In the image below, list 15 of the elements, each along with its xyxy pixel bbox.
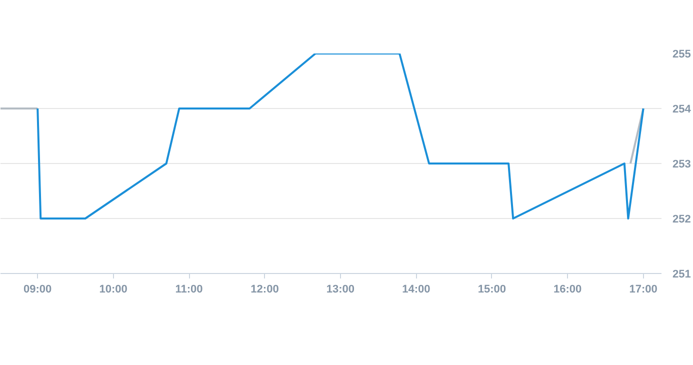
x-tick-label: 13:00 (326, 284, 355, 296)
x-tick-label: 14:00 (402, 284, 430, 296)
x-tick-label: 15:00 (478, 284, 506, 296)
y-tick-label: 253 (672, 158, 691, 170)
x-tick-label: 12:00 (250, 284, 279, 296)
y-tick-label: 254 (672, 104, 692, 116)
x-tick-label: 17:00 (629, 284, 658, 296)
x-tick-label: 10:00 (99, 284, 128, 296)
y-tick-label: 251 (672, 268, 691, 280)
x-tick-label: 09:00 (24, 284, 52, 296)
y-tick-label: 252 (672, 214, 691, 226)
line-series (36, 54, 644, 220)
y-tick-label: 255 (672, 48, 691, 60)
x-tick-label: 16:00 (554, 284, 582, 296)
x-tick-label: 11:00 (175, 284, 203, 296)
